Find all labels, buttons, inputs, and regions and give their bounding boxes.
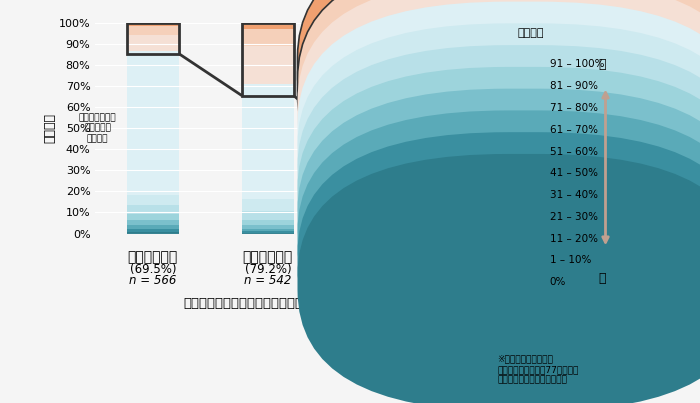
Text: n = 536: n = 536: [359, 274, 407, 287]
Text: 0%: 0%: [550, 277, 566, 287]
Text: （各グループの
作業効率の
平均値）: （各グループの 作業効率の 平均値）: [79, 113, 116, 143]
Text: 作業効率: 作業効率: [518, 28, 545, 38]
Bar: [357, 60, 409, 106]
Text: 31 – 40%: 31 – 40%: [550, 190, 598, 200]
Text: 21 – 30%: 21 – 30%: [550, 212, 598, 222]
Bar: [242, 233, 294, 234]
Bar: [242, 229, 294, 231]
Text: 11 – 20%: 11 – 20%: [550, 234, 598, 243]
Text: ※黒枚は調査参加者の
作業効率の平均値（77％）より
高い範囲を表示しています。: ※黒枚は調査参加者の 作業効率の平均値（77％）より 高い範囲を表示しています。: [497, 355, 578, 384]
Text: (79.2%): (79.2%): [244, 263, 291, 276]
Text: n = 542: n = 542: [244, 274, 292, 287]
Bar: [242, 212, 294, 220]
Text: 81 – 90%: 81 – 90%: [550, 81, 598, 91]
Bar: [357, 23, 409, 60]
Bar: [357, 106, 409, 148]
Text: 51 – 60%: 51 – 60%: [550, 147, 598, 156]
Text: 高位グループ: 高位グループ: [358, 250, 408, 264]
Bar: [127, 23, 178, 54]
Bar: [357, 210, 409, 220]
Bar: [357, 225, 409, 228]
Text: 良: 良: [598, 58, 606, 71]
Bar: [242, 199, 294, 212]
Y-axis label: 回答割合: 回答割合: [43, 113, 56, 143]
Bar: [127, 26, 178, 35]
Bar: [357, 148, 409, 210]
Bar: [127, 214, 178, 220]
Text: 低位グループ: 低位グループ: [127, 250, 178, 264]
Bar: [127, 225, 178, 229]
Text: 61 – 70%: 61 – 70%: [550, 125, 598, 135]
Bar: [127, 35, 178, 52]
Text: ワーカーのオフィス環境に対する総合的な評価: ワーカーのオフィス環境に対する総合的な評価: [184, 297, 352, 310]
Bar: [127, 23, 178, 26]
Text: 中位グループ: 中位グループ: [243, 250, 293, 264]
Bar: [357, 232, 409, 233]
Bar: [127, 233, 178, 234]
Bar: [242, 23, 294, 96]
Bar: [357, 231, 409, 232]
Bar: [242, 46, 294, 84]
Text: 1 – 10%: 1 – 10%: [550, 256, 591, 265]
Bar: [242, 220, 294, 225]
Bar: [242, 29, 294, 46]
Text: (86.3%): (86.3%): [360, 263, 406, 276]
Text: (69.5%): (69.5%): [130, 263, 176, 276]
Bar: [357, 23, 409, 150]
Text: 41 – 50%: 41 – 50%: [550, 168, 598, 178]
Bar: [127, 229, 178, 233]
Bar: [127, 220, 178, 225]
Bar: [357, 228, 409, 231]
Bar: [357, 220, 409, 225]
Bar: [242, 23, 294, 29]
Text: 悪: 悪: [598, 272, 606, 285]
Bar: [127, 195, 178, 205]
Bar: [357, 233, 409, 234]
Bar: [127, 52, 178, 195]
Bar: [242, 225, 294, 229]
Bar: [242, 231, 294, 233]
Text: 71 – 80%: 71 – 80%: [550, 103, 598, 113]
Text: 91 – 100%: 91 – 100%: [550, 60, 604, 69]
Bar: [242, 84, 294, 199]
Bar: [127, 205, 178, 214]
Text: n = 566: n = 566: [129, 274, 176, 287]
